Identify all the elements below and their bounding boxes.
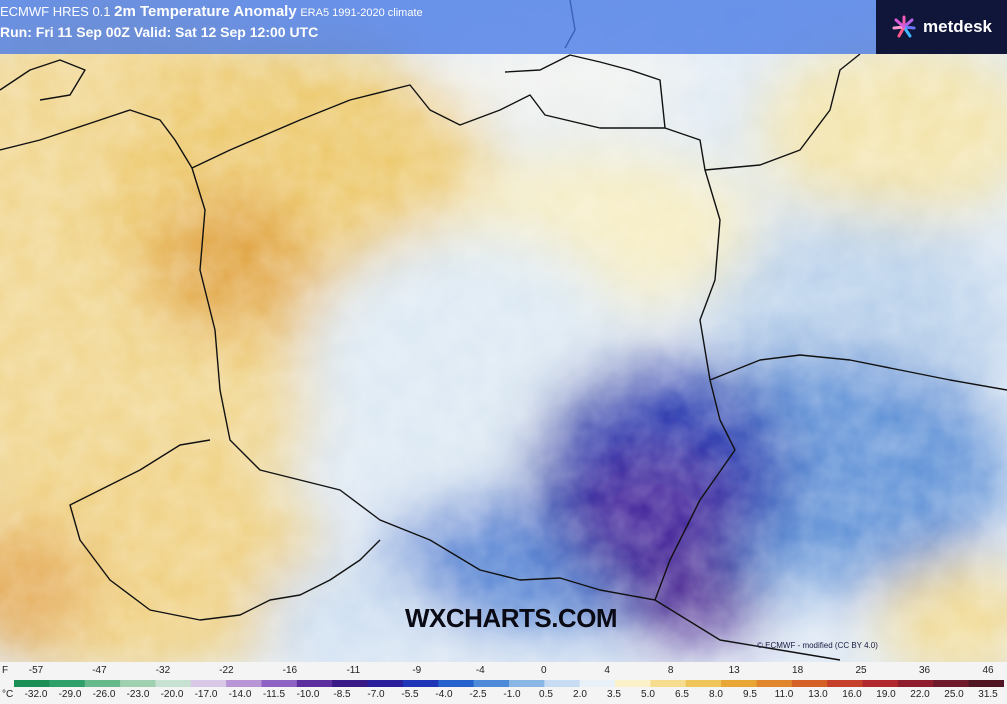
celsius-tick: 0.5: [539, 689, 553, 700]
celsius-tick: 5.0: [641, 689, 655, 700]
colorbar-swatch: [933, 680, 970, 687]
celsius-tick: 31.5: [978, 689, 998, 700]
celsius-tick: -7.0: [367, 689, 385, 700]
celsius-tick: -11.5: [262, 689, 286, 700]
colorbar-swatch: [827, 680, 864, 687]
country-border: [654, 599, 841, 661]
country-border: [709, 354, 1007, 391]
fahrenheit-tick: -47: [92, 665, 107, 676]
country-border: [69, 439, 381, 621]
colorbar-swatch: [120, 680, 156, 687]
colorbar-swatch: [49, 680, 86, 687]
celsius-tick: -29.0: [58, 689, 82, 700]
celsius-tick: -8.5: [333, 689, 351, 700]
fahrenheit-tick: 0: [540, 665, 547, 676]
colorbar-swatch: [968, 680, 1004, 687]
celsius-tick: 6.5: [675, 689, 689, 700]
celsius-tick: 3.5: [607, 689, 621, 700]
celsius-tick: -20.0: [160, 689, 184, 700]
colorbar-swatch: [14, 680, 50, 687]
country-border: [191, 167, 656, 601]
brand-name: metdesk: [923, 17, 992, 36]
celsius-tick: 16.0: [842, 689, 862, 700]
colorbar-swatch: [84, 680, 121, 687]
celsius-tick: 2.0: [573, 689, 587, 700]
colorbar-swatch: [296, 680, 333, 687]
colorbar-swatch: [226, 680, 262, 687]
colorbar-swatch: [509, 680, 545, 687]
fahrenheit-tick: -16: [282, 665, 298, 676]
colorbar-swatch: [190, 680, 227, 687]
fahrenheit-tick: -4: [475, 665, 485, 676]
celsius-tick: -1.0: [503, 689, 521, 700]
colorbar-swatch: [615, 680, 651, 687]
celsius-tick: -26.0: [92, 689, 116, 700]
fahrenheit-tick: -32: [155, 665, 171, 676]
celsius-tick: -17.0: [194, 689, 218, 700]
celsius-tick: -10.0: [296, 689, 320, 700]
celsius-tick: 22.0: [910, 689, 930, 700]
metdesk-brand: metdesk: [876, 0, 1007, 54]
fahrenheit-tick: 25: [855, 665, 867, 676]
colorbar-swatch: [402, 680, 439, 687]
fahrenheit-tick: 13: [728, 665, 740, 676]
colorbar-swatch: [473, 680, 510, 687]
metdesk-logo-icon: [892, 15, 916, 38]
celsius-scale: °C -32.0 -29.0 -26.0 -23.0 -20.0 -17.0 -14.0 -1…: [0, 689, 1007, 703]
celsius-unit: °C: [2, 689, 14, 700]
map-title-bar: ECMWF HRES 0.1 2m Temperature Anomaly ER…: [0, 0, 876, 54]
fahrenheit-tick: -11: [346, 665, 361, 676]
colorbar-swatch: [332, 680, 369, 687]
colorbar-swatch: [367, 680, 404, 687]
climate-reference: ERA5 1991-2020 climate: [300, 7, 423, 19]
colorbar-swatch: [544, 680, 581, 687]
celsius-tick: -32.0: [24, 689, 48, 700]
colorbar-swatch: [685, 680, 722, 687]
fahrenheit-tick: 36: [918, 665, 931, 676]
colorbar-swatch: [155, 680, 192, 687]
fahrenheit-scale: F -57 -47 -32 -22 -16 -11 -9 -4 0 4 8 13 18 25 36 46: [0, 665, 1007, 679]
country-border: [504, 54, 666, 129]
product-name: 2m Temperature Anomaly: [114, 3, 297, 20]
watermark: WXCHARTS.COM: [405, 603, 618, 633]
celsius-tick: -14.0: [228, 689, 252, 700]
fahrenheit-unit: F: [2, 665, 9, 676]
celsius-tick: -4.0: [435, 689, 453, 700]
coastline: [0, 59, 86, 101]
colorbar-swatch: [261, 680, 298, 687]
colorbar-swatch: [438, 680, 475, 687]
run-valid-line: Run: Fri 11 Sep 00Z Valid: Sat 12 Sep 12…: [0, 24, 319, 40]
colorbar-swatch: [650, 680, 687, 687]
colorbar-swatch: [862, 680, 899, 687]
attribution: © ECMWF - modified (CC BY 4.0): [757, 641, 878, 650]
fahrenheit-tick: 18: [792, 665, 804, 676]
color-legend: F -57 -47 -32 -22 -16 -11 -9 -4 0 4 8 13 18 25 36 46 °C…: [0, 662, 1007, 704]
model-name: ECMWF HRES 0.1: [0, 4, 111, 19]
celsius-tick: -23.0: [126, 689, 150, 700]
colorbar-swatch: [721, 680, 757, 687]
celsius-tick: 9.5: [743, 689, 757, 700]
fahrenheit-tick: 4: [604, 665, 610, 676]
title-line: ECMWF HRES 0.1 2m Temperature Anomaly ER…: [0, 4, 876, 21]
coastline: [0, 109, 193, 169]
fahrenheit-tick: 46: [982, 665, 994, 676]
celsius-tick: 11.0: [774, 689, 794, 700]
fahrenheit-tick: -22: [219, 665, 234, 676]
celsius-tick: 19.0: [876, 689, 896, 700]
colorbar-swatch: [756, 680, 793, 687]
colorbar-swatch: [791, 680, 828, 687]
country-border: [704, 53, 861, 171]
celsius-tick: -2.5: [469, 689, 487, 700]
celsius-tick: -5.5: [401, 689, 419, 700]
celsius-tick: 25.0: [944, 689, 964, 700]
colorbar: [14, 680, 1004, 687]
colorbar-swatch: [579, 680, 616, 687]
colorbar-swatch: [897, 680, 934, 687]
celsius-tick: 13.0: [808, 689, 828, 700]
temperature-anomaly-map: [0, 0, 1007, 662]
fahrenheit-tick: 8: [667, 665, 674, 676]
fahrenheit-tick: -9: [412, 665, 422, 676]
fahrenheit-tick: -57: [28, 665, 44, 676]
celsius-tick: 8.0: [709, 689, 723, 700]
